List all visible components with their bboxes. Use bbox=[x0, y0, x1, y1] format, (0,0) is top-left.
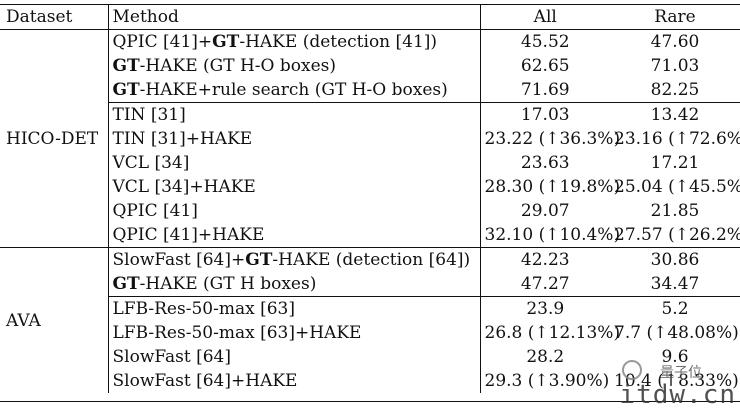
method-bold-part: GT bbox=[112, 56, 140, 76]
table-row: LFB-Res-50-max [63]+HAKE 26.8 (↑12.13%) 7.… bbox=[0, 321, 740, 345]
table-row: SlowFast [64]+HAKE 29.3 (↑3.90%) 10.4 (↑8.… bbox=[0, 369, 740, 393]
all-cell: 28.30 (↑19.8%) bbox=[484, 177, 621, 197]
method-cell: GT-HAKE+rule search (GT H-O boxes) bbox=[108, 78, 481, 103]
header-row: Dataset Method All Rare bbox=[0, 5, 740, 30]
all-cell: 23.63 bbox=[520, 153, 570, 173]
all-cell: 62.65 bbox=[520, 56, 570, 76]
table-row: TIN [31] 17.03 13.42 bbox=[0, 102, 740, 127]
method-cell: QPIC [41] bbox=[108, 199, 481, 223]
watermark-line2: itdw.cn bbox=[619, 380, 736, 410]
rare-cell: 47.60 bbox=[650, 32, 700, 52]
method-cell: TIN [31]+HAKE bbox=[108, 127, 481, 151]
method-part: VCL [34] bbox=[112, 153, 190, 173]
method-part: -HAKE (GT H boxes) bbox=[139, 274, 317, 294]
table-row: GT-HAKE+rule search (GT H-O boxes) 71.69 8… bbox=[0, 78, 740, 103]
table-row: VCL [34] 23.63 17.21 bbox=[0, 151, 740, 175]
method-part: LFB-Res-50-max [63] bbox=[112, 299, 295, 319]
rare-cell: 21.85 bbox=[650, 201, 700, 221]
bottom-rule bbox=[0, 401, 740, 402]
all-cell: 26.8 (↑12.13%) bbox=[484, 323, 621, 343]
watermark-line1: 量子位 bbox=[660, 365, 702, 381]
all-cell: 45.52 bbox=[520, 32, 570, 52]
method-cell: QPIC [41]+GT-HAKE (detection [41]) bbox=[108, 29, 481, 54]
table-row: SlowFast [64] 28.2 9.6 bbox=[0, 345, 740, 369]
method-cell: SlowFast [64] bbox=[108, 345, 481, 369]
rare-cell: 10.4 (↑8.33%) bbox=[614, 371, 739, 391]
method-cell: QPIC [41]+HAKE bbox=[108, 223, 481, 248]
all-cell: 32.10 (↑10.4%) bbox=[484, 225, 621, 245]
table-row: QPIC [41] 29.07 21.85 bbox=[0, 199, 740, 223]
method-cell: TIN [31] bbox=[108, 102, 481, 127]
method-bold-part: GT bbox=[212, 32, 240, 52]
rare-cell: 71.03 bbox=[650, 56, 700, 76]
method-part: SlowFast [64]+ bbox=[112, 250, 246, 270]
method-part: VCL [34]+HAKE bbox=[112, 177, 256, 197]
method-part: QPIC [41]+ bbox=[112, 32, 213, 52]
method-part: -HAKE (GT H-O boxes) bbox=[139, 56, 337, 76]
method-cell: VCL [34]+HAKE bbox=[108, 175, 481, 199]
all-cell: 23.9 bbox=[480, 296, 610, 321]
all-cell: 17.03 bbox=[480, 102, 610, 127]
header-all: All bbox=[533, 7, 557, 27]
method-bold-part: GT bbox=[112, 274, 140, 294]
method-bold-part: GT bbox=[245, 250, 273, 270]
header-method: Method bbox=[108, 5, 481, 30]
all-cell: 28.2 bbox=[526, 347, 565, 367]
method-part: -HAKE+rule search (GT H-O boxes) bbox=[139, 80, 448, 100]
table-row: AVA SlowFast [64]+GT-HAKE (detection [64]… bbox=[0, 247, 740, 393]
rare-cell: 13.42 bbox=[610, 102, 740, 127]
rare-cell: 17.21 bbox=[650, 153, 700, 173]
rare-cell: 82.25 bbox=[650, 80, 700, 100]
method-cell: LFB-Res-50-max [63]+HAKE bbox=[108, 321, 481, 345]
table-row: QPIC [41]+HAKE 32.10 (↑10.4%) 27.57 (↑26.2… bbox=[0, 223, 740, 248]
all-cell: 29.3 (↑3.90%) bbox=[484, 371, 610, 391]
dataset-cell: AVA bbox=[0, 247, 109, 393]
method-cell: VCL [34] bbox=[108, 151, 481, 175]
method-part: -HAKE (detection [64]) bbox=[272, 250, 471, 270]
table-row: TIN [31]+HAKE 23.22 (↑36.3%) 23.16 (↑72.6%… bbox=[0, 127, 740, 151]
rare-cell: 30.86 bbox=[610, 247, 740, 272]
method-cell: LFB-Res-50-max [63] bbox=[108, 296, 481, 321]
method-part: QPIC [41]+HAKE bbox=[112, 225, 265, 245]
method-part: QPIC [41] bbox=[112, 201, 198, 221]
rare-cell: 7.7 (↑48.08%) bbox=[614, 323, 739, 343]
method-cell: SlowFast [64]+HAKE bbox=[108, 369, 481, 393]
method-part: TIN [31] bbox=[112, 105, 186, 125]
method-bold-part: GT bbox=[112, 80, 140, 100]
method-part: SlowFast [64]+HAKE bbox=[112, 371, 298, 391]
header-dataset: Dataset bbox=[0, 5, 109, 30]
method-part: -HAKE (detection [41]) bbox=[239, 32, 438, 52]
all-cell: 71.69 bbox=[520, 80, 570, 100]
table-body: HICO-DET QPIC [41]+GT-HAKE (detection [41… bbox=[0, 29, 740, 393]
all-cell: 42.23 bbox=[480, 247, 610, 272]
watermark: 量子位 itdw.cn bbox=[596, 360, 736, 412]
table-row: VCL [34]+HAKE 28.30 (↑19.8%) 25.04 (↑45.5%… bbox=[0, 175, 740, 199]
table-row: HICO-DET QPIC [41]+GT-HAKE (detection [41… bbox=[0, 29, 740, 248]
rare-cell: 27.57 (↑26.2%) bbox=[614, 225, 740, 245]
all-cell: 23.22 (↑36.3%) bbox=[484, 129, 621, 149]
method-cell: SlowFast [64]+GT-HAKE (detection [64]) bbox=[108, 247, 481, 272]
rare-cell: 9.6 bbox=[661, 347, 689, 367]
method-cell: GT-HAKE (GT H-O boxes) bbox=[108, 54, 481, 78]
all-cell: 29.07 bbox=[520, 201, 570, 221]
table-row: GT-HAKE (GT H-O boxes) 62.65 71.03 bbox=[0, 54, 740, 78]
rare-cell: 5.2 bbox=[610, 296, 740, 321]
table-row: GT-HAKE (GT H boxes) 47.27 34.47 bbox=[0, 272, 740, 297]
top-rule bbox=[0, 4, 740, 5]
method-part: LFB-Res-50-max [63]+HAKE bbox=[112, 323, 362, 343]
rare-cell: 34.47 bbox=[650, 274, 700, 294]
rare-cell: 25.04 (↑45.5%) bbox=[614, 177, 740, 197]
method-part: SlowFast [64] bbox=[112, 347, 232, 367]
all-cell: 47.27 bbox=[520, 274, 570, 294]
rare-cell: 23.16 (↑72.6%) bbox=[614, 129, 740, 149]
method-part: TIN [31]+HAKE bbox=[112, 129, 253, 149]
table-row: LFB-Res-50-max [63] 23.9 5.2 bbox=[0, 296, 740, 321]
method-cell: GT-HAKE (GT H boxes) bbox=[108, 272, 481, 297]
watermark-logo-icon bbox=[622, 360, 642, 380]
dataset-cell: HICO-DET bbox=[0, 29, 109, 248]
results-table: Dataset Method All Rare HICO-DET QPIC [41… bbox=[0, 5, 740, 393]
header-rare: Rare bbox=[654, 7, 696, 27]
